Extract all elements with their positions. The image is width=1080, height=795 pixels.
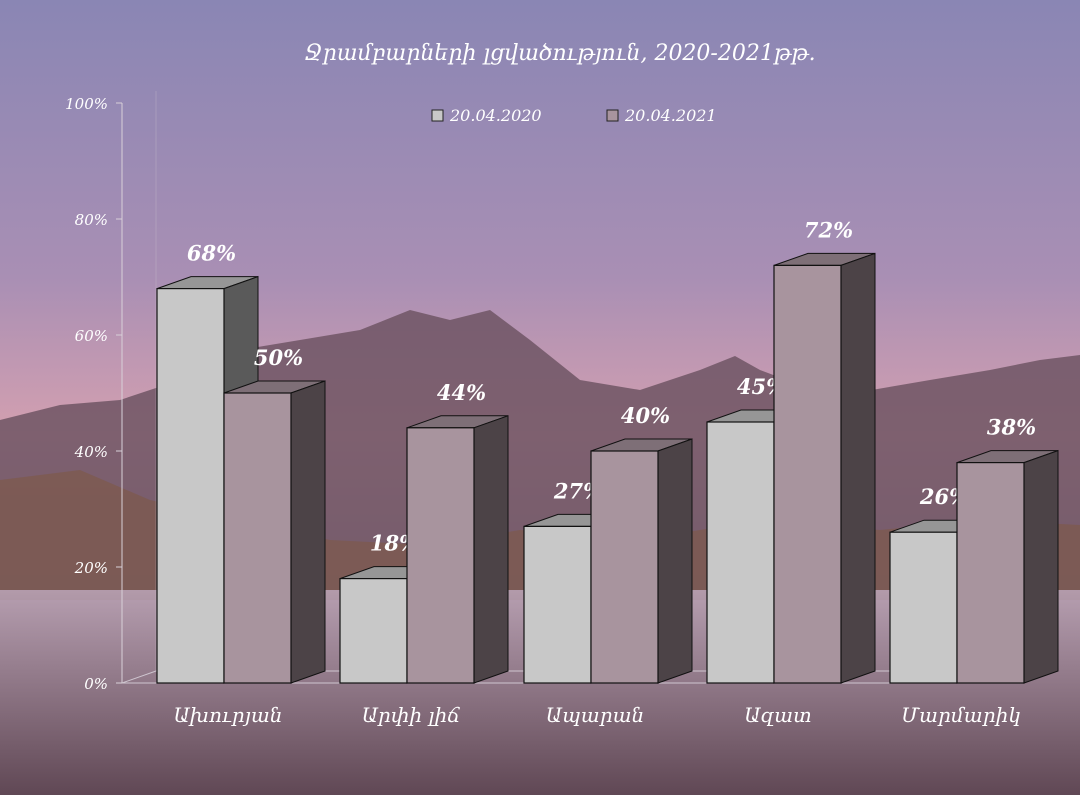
y-tick-label: 20%: [74, 559, 108, 577]
legend-swatch: [606, 109, 619, 122]
x-tick-label: Արփի լիճ: [362, 703, 461, 727]
bar-side-face: [290, 380, 326, 684]
legend-label: 20.04.2021: [624, 106, 717, 125]
bar: [889, 531, 958, 684]
bar: [223, 392, 292, 684]
legend-swatch: [431, 109, 444, 122]
bar-side-face: [840, 252, 876, 684]
data-label: 38%: [987, 415, 1036, 440]
bar: [523, 525, 592, 684]
y-tick-label: 0%: [84, 675, 108, 693]
x-tick-label: Ախուրյան: [173, 703, 282, 727]
bar: [956, 462, 1025, 684]
x-tick-label: Ազատ: [744, 703, 812, 727]
bar: [706, 421, 775, 684]
data-label: 50%: [254, 345, 303, 370]
bar: [156, 288, 225, 684]
x-tick-label: Մարմարիկ: [901, 703, 1021, 727]
bar-side-face: [473, 415, 509, 684]
chart-layer: 0% 20% 40% 60% 80% 100% Ջրամբարների լցվածությո…: [65, 41, 1059, 727]
bar-side-face: [657, 438, 693, 684]
y-tick-label: 100%: [65, 95, 108, 113]
y-tick-label: 60%: [75, 327, 108, 345]
bar: [590, 450, 659, 684]
data-label: 44%: [437, 380, 486, 405]
y-tick-label: 80%: [75, 211, 108, 229]
data-label: 72%: [804, 217, 853, 242]
bar-side-face: [1023, 449, 1059, 684]
bar: [339, 577, 408, 684]
legend-label: 20.04.2020: [449, 106, 542, 125]
bar: [773, 264, 842, 684]
bar: [406, 427, 475, 684]
data-label: 40%: [621, 403, 670, 428]
x-tick-label: Ապարան: [546, 703, 645, 727]
data-label: 68%: [187, 241, 236, 266]
chart-title: Ջրամբարների լցվածություն, 2020-2021թթ.: [304, 41, 815, 66]
y-tick-label: 40%: [74, 443, 108, 461]
